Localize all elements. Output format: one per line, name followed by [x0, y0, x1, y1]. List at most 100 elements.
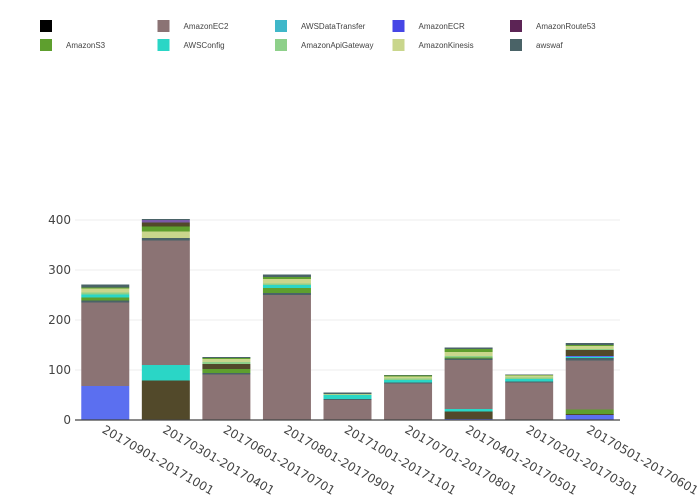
bar-segment[interactable] [505, 381, 554, 383]
bar-segment[interactable] [565, 350, 614, 356]
legend-swatch-amazons3[interactable] [40, 39, 52, 51]
bar-segment[interactable] [565, 356, 614, 357]
bar-segment[interactable] [81, 300, 130, 303]
legend-swatch-amazonkinesis[interactable] [392, 39, 405, 51]
bar-segment[interactable] [81, 386, 130, 420]
bar-segment[interactable] [262, 288, 311, 293]
bar-segment[interactable] [565, 360, 614, 410]
bar-segment[interactable] [384, 376, 433, 379]
bar-segment[interactable] [202, 358, 251, 359]
bar-segment[interactable] [81, 284, 130, 288]
legend-swatch-amazonapigateway[interactable] [275, 39, 287, 51]
bar-segment[interactable] [262, 285, 311, 288]
bar-segment[interactable] [505, 375, 554, 378]
bar-segment[interactable] [384, 380, 433, 383]
bar-segment[interactable] [384, 382, 433, 384]
bar-segment[interactable] [565, 414, 614, 415]
bar-segment[interactable] [565, 357, 614, 358]
bar-segment[interactable] [81, 287, 130, 289]
legend-swatch-amazonroute53[interactable] [510, 20, 522, 32]
bar-segment[interactable] [323, 394, 372, 396]
legend-swatch-amazonec2[interactable] [157, 20, 170, 32]
bar-segment[interactable] [81, 297, 130, 301]
bar-segment[interactable] [202, 362, 251, 364]
legend-label[interactable]: awswaf [536, 41, 563, 50]
bar-segment[interactable] [141, 222, 190, 227]
legend-swatch-amazonecr[interactable] [392, 20, 405, 32]
bar-segment[interactable] [262, 295, 311, 420]
bar-segment[interactable] [81, 292, 130, 295]
y-axis-ticks: 0 100 200 300 400 [48, 213, 71, 427]
bar-segment[interactable] [384, 383, 433, 421]
bar-segment[interactable] [444, 352, 493, 356]
legend-label[interactable]: AmazonKinesis [419, 41, 474, 50]
bar-segment[interactable] [565, 349, 614, 350]
bar-segment[interactable] [444, 409, 493, 412]
bar-segment[interactable] [141, 240, 190, 366]
bar-segment[interactable] [565, 358, 614, 361]
bar-segment[interactable] [444, 358, 493, 361]
bar-segment[interactable] [444, 357, 493, 359]
bar-segment[interactable] [444, 411, 493, 420]
bar-segment[interactable] [141, 220, 190, 223]
x-tick-label: 20170701-20170801 [403, 422, 520, 497]
bar-segment[interactable] [505, 375, 554, 376]
bar-segment[interactable] [565, 343, 614, 345]
bar-segment[interactable] [202, 364, 251, 369]
legend-label[interactable]: AWSConfig [184, 41, 225, 50]
bar-segment[interactable] [202, 369, 251, 373]
legend-swatch-awsdatatransfer[interactable] [275, 20, 287, 32]
legend-swatch-awswaf[interactable] [510, 39, 522, 51]
bar-segment[interactable] [323, 392, 372, 395]
legend-label[interactable]: AmazonEC2 [184, 22, 229, 31]
bar-segment[interactable] [81, 302, 130, 387]
bar-segment[interactable] [444, 356, 493, 358]
bar-segment[interactable] [565, 346, 614, 349]
bar-segment[interactable] [384, 375, 433, 377]
bar-segment[interactable] [323, 395, 372, 399]
bar-segment[interactable] [141, 226, 190, 232]
bar-segment[interactable] [262, 279, 311, 284]
bar-segment[interactable] [262, 283, 311, 286]
bar-segment[interactable] [384, 375, 433, 376]
x-tick-label: 20170401-20170501 [463, 422, 580, 497]
bar-segment[interactable] [565, 409, 614, 415]
bar-segment[interactable] [565, 415, 614, 420]
bar-segment[interactable] [444, 349, 493, 352]
bar-segment[interactable] [141, 380, 190, 421]
bar-segment[interactable] [505, 379, 554, 382]
legend-label[interactable]: AmazonApiGateway [301, 41, 373, 50]
bar-segment[interactable] [323, 399, 372, 400]
legend-label[interactable]: AWSDataTransfer [301, 22, 366, 31]
legend-label[interactable]: AmazonRoute53 [536, 22, 596, 31]
bar-segment[interactable] [141, 365, 190, 381]
legend-label[interactable]: AmazonECR [419, 22, 465, 31]
bar-segment[interactable] [202, 359, 251, 362]
bar-segment[interactable] [202, 373, 251, 375]
bar-segment[interactable] [505, 377, 554, 380]
bar-segment[interactable] [141, 231, 190, 239]
x-tick-label: 20170201-20170301 [524, 422, 641, 497]
legend-swatch-blank[interactable] [40, 20, 52, 32]
legend-label[interactable]: AmazonS3 [66, 41, 106, 50]
bar-segment[interactable] [505, 374, 554, 376]
bar-segment[interactable] [444, 347, 493, 350]
bar-segment[interactable] [384, 378, 433, 381]
bar-segment[interactable] [202, 357, 251, 358]
bar-segment[interactable] [505, 382, 554, 421]
bar-segment[interactable] [141, 238, 190, 241]
bar-segment[interactable] [323, 394, 372, 395]
bar-segment[interactable] [262, 277, 311, 279]
bar-segment[interactable] [202, 374, 251, 421]
bar-segment[interactable] [262, 293, 311, 295]
legend-swatch-awsconfig[interactable] [157, 39, 170, 51]
bar-segment[interactable] [141, 219, 190, 220]
bar-segment[interactable] [565, 345, 614, 346]
bar-segment[interactable] [323, 400, 372, 420]
bar-segment[interactable] [81, 288, 130, 293]
bar-segment[interactable] [262, 274, 311, 278]
y-tick-label: 200 [48, 313, 71, 327]
bar-segment[interactable] [81, 294, 130, 298]
bar-segment[interactable] [444, 360, 493, 409]
y-tick-label: 100 [48, 363, 71, 377]
